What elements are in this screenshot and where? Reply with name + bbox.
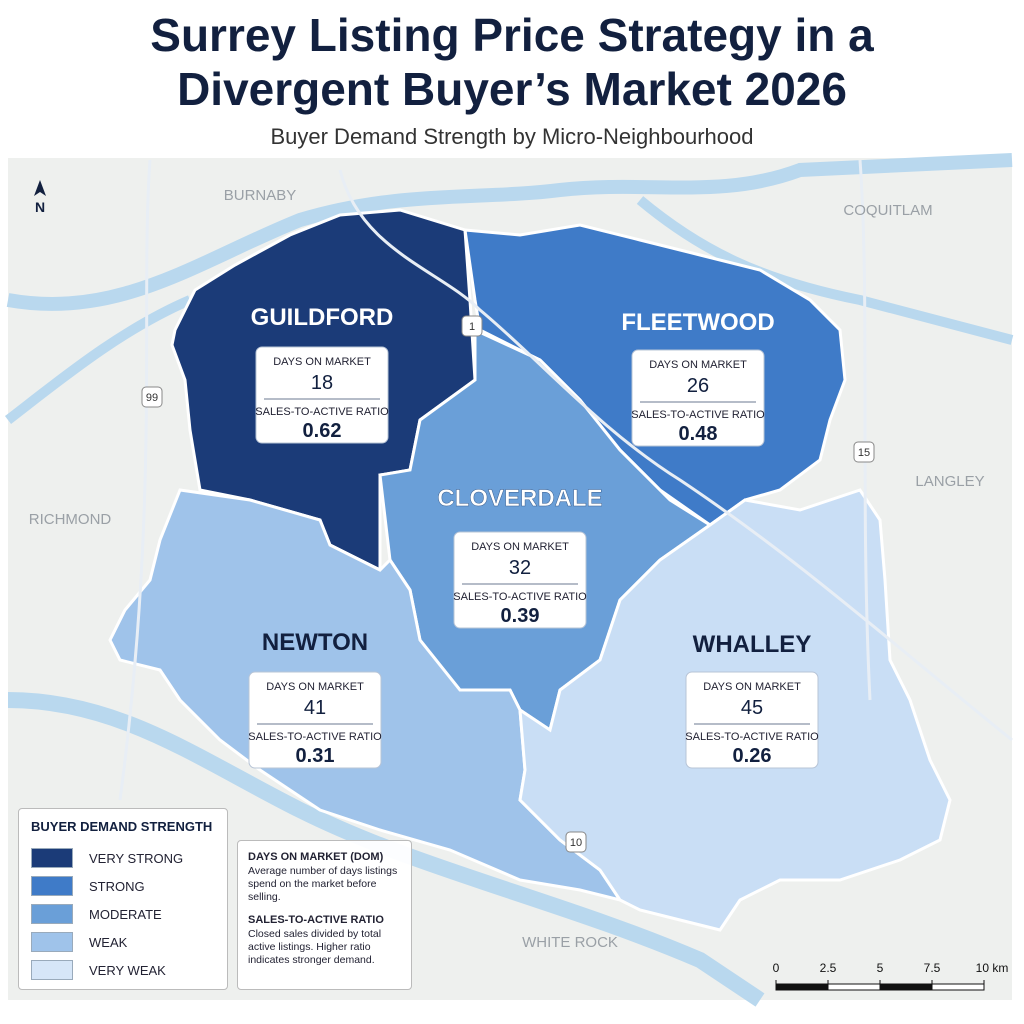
data-card: DAYS ON MARKET 45 SALES-TO-ACTIVE RATIO 0.2… (685, 671, 819, 769)
sales-to-active-ratio: 0.62 (303, 420, 342, 442)
scale-label: 5 (877, 961, 884, 975)
highway-label: 10 (570, 837, 582, 849)
place-label: RICHMOND (29, 511, 112, 528)
neighbourhood-name: CLOVERDALE (437, 485, 602, 512)
legend-label: VERY WEAK (89, 962, 166, 978)
highway-shield (853, 441, 875, 463)
place-label: BURNABY (224, 187, 297, 204)
title: Surrey Listing Price Strategy in a Diver… (150, 9, 874, 115)
note-title: SALES-TO-ACTIVE RATIO (248, 914, 384, 926)
card-label: SALES-TO-ACTIVE RATIO (248, 731, 382, 743)
legend-item: VERY STRONG (31, 844, 215, 872)
notes: DAYS ON MARKET (DOM) Average number of da… (237, 840, 412, 990)
days-on-market: 32 (509, 557, 531, 579)
days-on-market: 41 (304, 697, 326, 719)
neighbourhood-name: WHALLEY (693, 631, 812, 658)
data-card: DAYS ON MARKET 18 SALES-TO-ACTIVE RATIO 0.6… (255, 346, 389, 444)
legend-label: VERY STRONG (89, 850, 184, 866)
legend-item: MODERATE (31, 900, 215, 928)
place-label: LANGLEY (915, 473, 984, 490)
card-label: SALES-TO-ACTIVE RATIO (631, 409, 765, 421)
legend-label: STRONG (89, 878, 145, 894)
card-background (248, 671, 382, 769)
card-label: DAYS ON MARKET (703, 681, 801, 693)
legend-swatch (31, 932, 73, 952)
scale-label: 7.5 (924, 961, 941, 975)
data-card: DAYS ON MARKET 41 SALES-TO-ACTIVE RATIO 0.3… (248, 671, 382, 769)
legend-item: WEAK (31, 928, 215, 956)
days-on-market: 26 (687, 375, 709, 397)
scale-label: 2.5 (820, 961, 837, 975)
legend: BUYER DEMAND STRENGTH VERY STRONG STRONG M… (18, 808, 228, 990)
legend-swatch (31, 848, 73, 868)
card-background (685, 671, 819, 769)
highway-label: 15 (858, 447, 870, 459)
card-label: SALES-TO-ACTIVE RATIO (685, 731, 819, 743)
north-arrow: N (35, 199, 45, 215)
highway-shield (141, 386, 163, 408)
days-on-market: 18 (311, 372, 333, 394)
highway-shield (565, 831, 587, 853)
scale-label: 0 (773, 961, 780, 975)
neighbourhood-name: NEWTON (262, 629, 368, 656)
legend-item: STRONG (31, 872, 215, 900)
neighbourhood-name: GUILDFORD (251, 304, 394, 331)
scale-segment (827, 983, 881, 991)
card-label: DAYS ON MARKET (273, 356, 371, 368)
scale-segment (879, 983, 933, 991)
subtitle: Buyer Demand Strength by Micro-Neighbour… (270, 124, 754, 149)
sales-to-active-ratio: 0.48 (679, 423, 718, 445)
note-text: Average number of days listings spend on… (248, 865, 398, 903)
scale-label: 10 km (976, 961, 1009, 975)
legend-item: VERY WEAK (31, 956, 215, 984)
note-title: DAYS ON MARKET (DOM) (248, 851, 384, 863)
highway-shield (461, 315, 483, 337)
neighbourhood-name: FLEETWOOD (621, 309, 774, 336)
legend-swatch (31, 960, 73, 980)
legend-label: MODERATE (89, 906, 162, 922)
data-card: DAYS ON MARKET 26 SALES-TO-ACTIVE RATIO 0.4… (631, 349, 765, 447)
card-label: SALES-TO-ACTIVE RATIO (255, 406, 389, 418)
note-text: Closed sales divided by total active lis… (248, 928, 382, 966)
days-on-market: 45 (741, 697, 763, 719)
highway-label: 1 (469, 321, 475, 333)
highway-label: 99 (146, 392, 158, 404)
highway-lines (118, 159, 1013, 801)
place-label: WHITE ROCK (522, 934, 618, 951)
sales-to-active-ratio: 0.39 (501, 605, 540, 627)
card-background (255, 346, 389, 444)
sales-to-active-ratio: 0.31 (296, 745, 335, 767)
place-label: COQUITLAM (843, 202, 932, 219)
legend-swatch (31, 904, 73, 924)
legend-label: WEAK (89, 934, 128, 950)
card-label: DAYS ON MARKET (471, 541, 569, 553)
sales-to-active-ratio: 0.26 (733, 745, 772, 767)
card-background (631, 349, 765, 447)
card-background (453, 531, 587, 629)
scale-segment (931, 983, 985, 991)
north-arrow-icon (34, 180, 46, 196)
data-card: DAYS ON MARKET 32 SALES-TO-ACTIVE RATIO 0.3… (453, 531, 587, 629)
card-label: SALES-TO-ACTIVE RATIO (453, 591, 587, 603)
legend-title: BUYER DEMAND STRENGTH (31, 819, 213, 834)
card-label: DAYS ON MARKET (649, 359, 747, 371)
legend-swatch (31, 876, 73, 896)
card-label: DAYS ON MARKET (266, 681, 364, 693)
scale-segment (775, 983, 829, 991)
